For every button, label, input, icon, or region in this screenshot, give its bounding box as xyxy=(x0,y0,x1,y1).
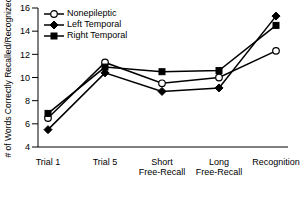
svg-text:Trial 1: Trial 1 xyxy=(36,157,61,167)
svg-text:10: 10 xyxy=(20,73,30,83)
svg-text:LongFree-Recall: LongFree-Recall xyxy=(196,157,243,177)
svg-text:# of Words Correctly Recalled/: # of Words Correctly Recalled/Recognized xyxy=(8,0,13,158)
svg-text:14: 14 xyxy=(20,26,30,36)
svg-text:Recognition: Recognition xyxy=(252,157,292,167)
html-text:Left Temporal: Left Temporal xyxy=(67,19,122,29)
svg-text:8: 8 xyxy=(25,96,30,106)
svg-text:16: 16 xyxy=(20,3,30,13)
svg-text:Trial 5: Trial 5 xyxy=(93,157,118,167)
svg-text:4: 4 xyxy=(25,142,30,152)
html-text:Right Temporal: Right Temporal xyxy=(67,30,128,40)
svg-text:6: 6 xyxy=(25,119,30,129)
svg-text:12: 12 xyxy=(20,50,30,60)
svg-text:ShortFree-Recall: ShortFree-Recall xyxy=(139,157,186,177)
html-text:Nonepileptic: Nonepileptic xyxy=(67,8,117,18)
